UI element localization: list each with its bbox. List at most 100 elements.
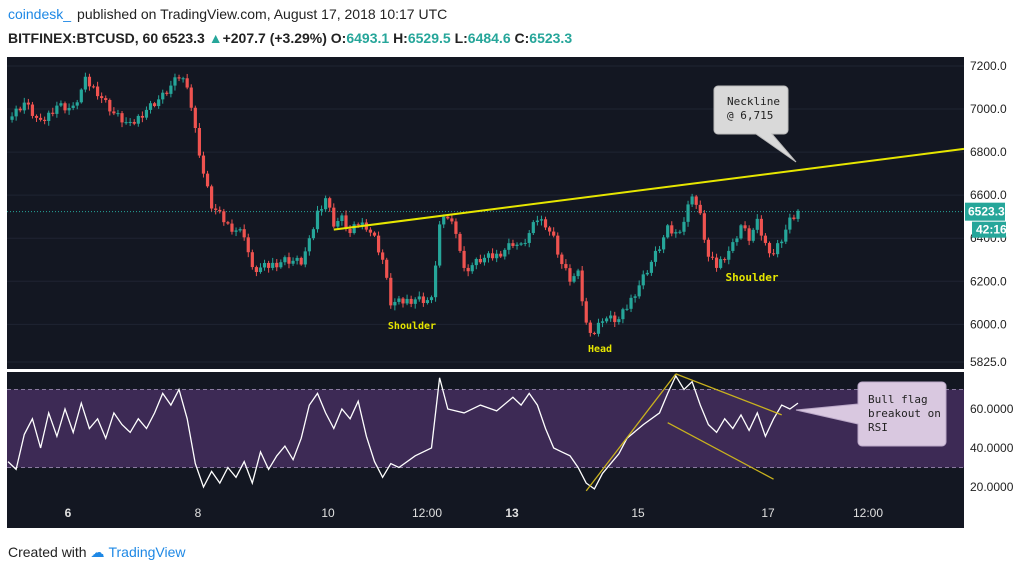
candle-body bbox=[91, 86, 96, 88]
candle-body bbox=[605, 318, 609, 322]
candle-body bbox=[189, 87, 193, 108]
rsi-tick-label: 20.0000 bbox=[970, 480, 1014, 494]
candle-body bbox=[104, 98, 108, 101]
bull-flag-callout-bubble bbox=[795, 381, 947, 447]
candle-body bbox=[478, 258, 482, 263]
candle-body bbox=[539, 219, 544, 221]
candle-body bbox=[210, 186, 214, 209]
candle-body bbox=[100, 96, 104, 99]
tradingview-link[interactable]: TradingView bbox=[108, 544, 186, 560]
close-label: C: bbox=[514, 30, 530, 46]
candle-body bbox=[792, 217, 796, 219]
last-price-tag bbox=[965, 202, 1005, 221]
candle-body bbox=[197, 127, 201, 156]
low-value: 6484.6 bbox=[467, 30, 511, 46]
candle-body bbox=[784, 229, 788, 242]
candle-body bbox=[67, 107, 71, 111]
price-tick-label: 5825.0 bbox=[970, 355, 1007, 369]
candle-body bbox=[523, 242, 527, 244]
tradingview-logo-icon: ☁ bbox=[90, 544, 105, 560]
candle-body bbox=[283, 257, 287, 263]
price-tick-label: 6800.0 bbox=[970, 145, 1007, 159]
candle-body bbox=[596, 322, 601, 334]
candle-body bbox=[393, 301, 397, 306]
candle-body bbox=[617, 319, 621, 323]
candle-body bbox=[108, 100, 112, 112]
bull-flag-line bbox=[585, 373, 677, 492]
candle-body bbox=[580, 270, 584, 302]
bull-flag-label: breakout on bbox=[868, 407, 941, 420]
time-axis-bar bbox=[7, 496, 964, 528]
rsi-band bbox=[7, 389, 964, 468]
candle-body bbox=[275, 262, 279, 268]
candle-body bbox=[482, 257, 487, 263]
candle-body bbox=[747, 228, 751, 241]
time-tick-label: 12:00 bbox=[412, 506, 442, 520]
candle-body bbox=[796, 210, 800, 219]
candle-body bbox=[262, 262, 267, 268]
candle-body bbox=[95, 86, 100, 97]
candle-body bbox=[560, 254, 564, 265]
candle-body bbox=[303, 251, 307, 265]
rsi-line bbox=[7, 374, 799, 490]
candle-body bbox=[755, 218, 759, 230]
candle-body bbox=[670, 225, 674, 234]
candle-body bbox=[201, 155, 206, 174]
candle-body bbox=[372, 232, 377, 236]
countdown-tag bbox=[972, 221, 1006, 238]
candle-body bbox=[633, 296, 637, 298]
candle-body bbox=[165, 92, 169, 94]
bull-flag-label: RSI bbox=[868, 421, 888, 434]
candle-body bbox=[702, 213, 706, 240]
candle-body bbox=[79, 89, 83, 103]
candle-body bbox=[324, 198, 328, 210]
candle-body bbox=[43, 119, 47, 122]
candle-body bbox=[446, 216, 450, 219]
candle-body bbox=[767, 242, 772, 254]
candle-body bbox=[177, 77, 181, 79]
candle-body bbox=[152, 103, 157, 107]
candle-body bbox=[690, 196, 694, 205]
candle-body bbox=[348, 228, 352, 234]
candle-body bbox=[128, 121, 132, 123]
candle-body bbox=[246, 237, 250, 253]
candle-body bbox=[10, 116, 14, 120]
candle-body bbox=[295, 257, 299, 261]
candle-body bbox=[531, 222, 535, 234]
candle-body bbox=[401, 298, 405, 304]
candle-body bbox=[552, 231, 556, 236]
candle-body bbox=[124, 122, 128, 124]
candle-body bbox=[535, 220, 539, 223]
candle-body bbox=[226, 222, 230, 224]
candle-body bbox=[344, 215, 348, 229]
created-with-text: Created with bbox=[8, 544, 87, 560]
candle-body bbox=[389, 277, 393, 306]
candle-body bbox=[238, 229, 242, 231]
candle-body bbox=[653, 250, 658, 262]
candle-body bbox=[22, 102, 26, 111]
countdown-label: 42:16 bbox=[976, 223, 1007, 237]
candle-body bbox=[51, 112, 55, 114]
candle-body bbox=[307, 238, 311, 252]
time-tick-label: 10 bbox=[321, 506, 335, 520]
candle-body bbox=[727, 250, 731, 260]
candle-body bbox=[267, 262, 271, 268]
candle-body bbox=[462, 250, 466, 268]
candle-body bbox=[519, 243, 523, 245]
up-arrow-icon: ▲ bbox=[208, 30, 223, 46]
candle-body bbox=[136, 115, 140, 124]
candle-body bbox=[254, 267, 259, 273]
candle-body bbox=[112, 111, 116, 114]
candle-body bbox=[47, 112, 51, 122]
candle-body bbox=[421, 296, 425, 304]
candle-body bbox=[511, 243, 515, 246]
coindesk-logo: coindesk_ bbox=[8, 6, 72, 22]
candle-body bbox=[429, 297, 434, 301]
candle-body bbox=[556, 235, 560, 255]
candle-body bbox=[214, 208, 218, 210]
candle-body bbox=[698, 204, 702, 214]
candle-body bbox=[527, 233, 531, 243]
candle-body bbox=[161, 92, 165, 100]
candle-body bbox=[116, 113, 120, 115]
